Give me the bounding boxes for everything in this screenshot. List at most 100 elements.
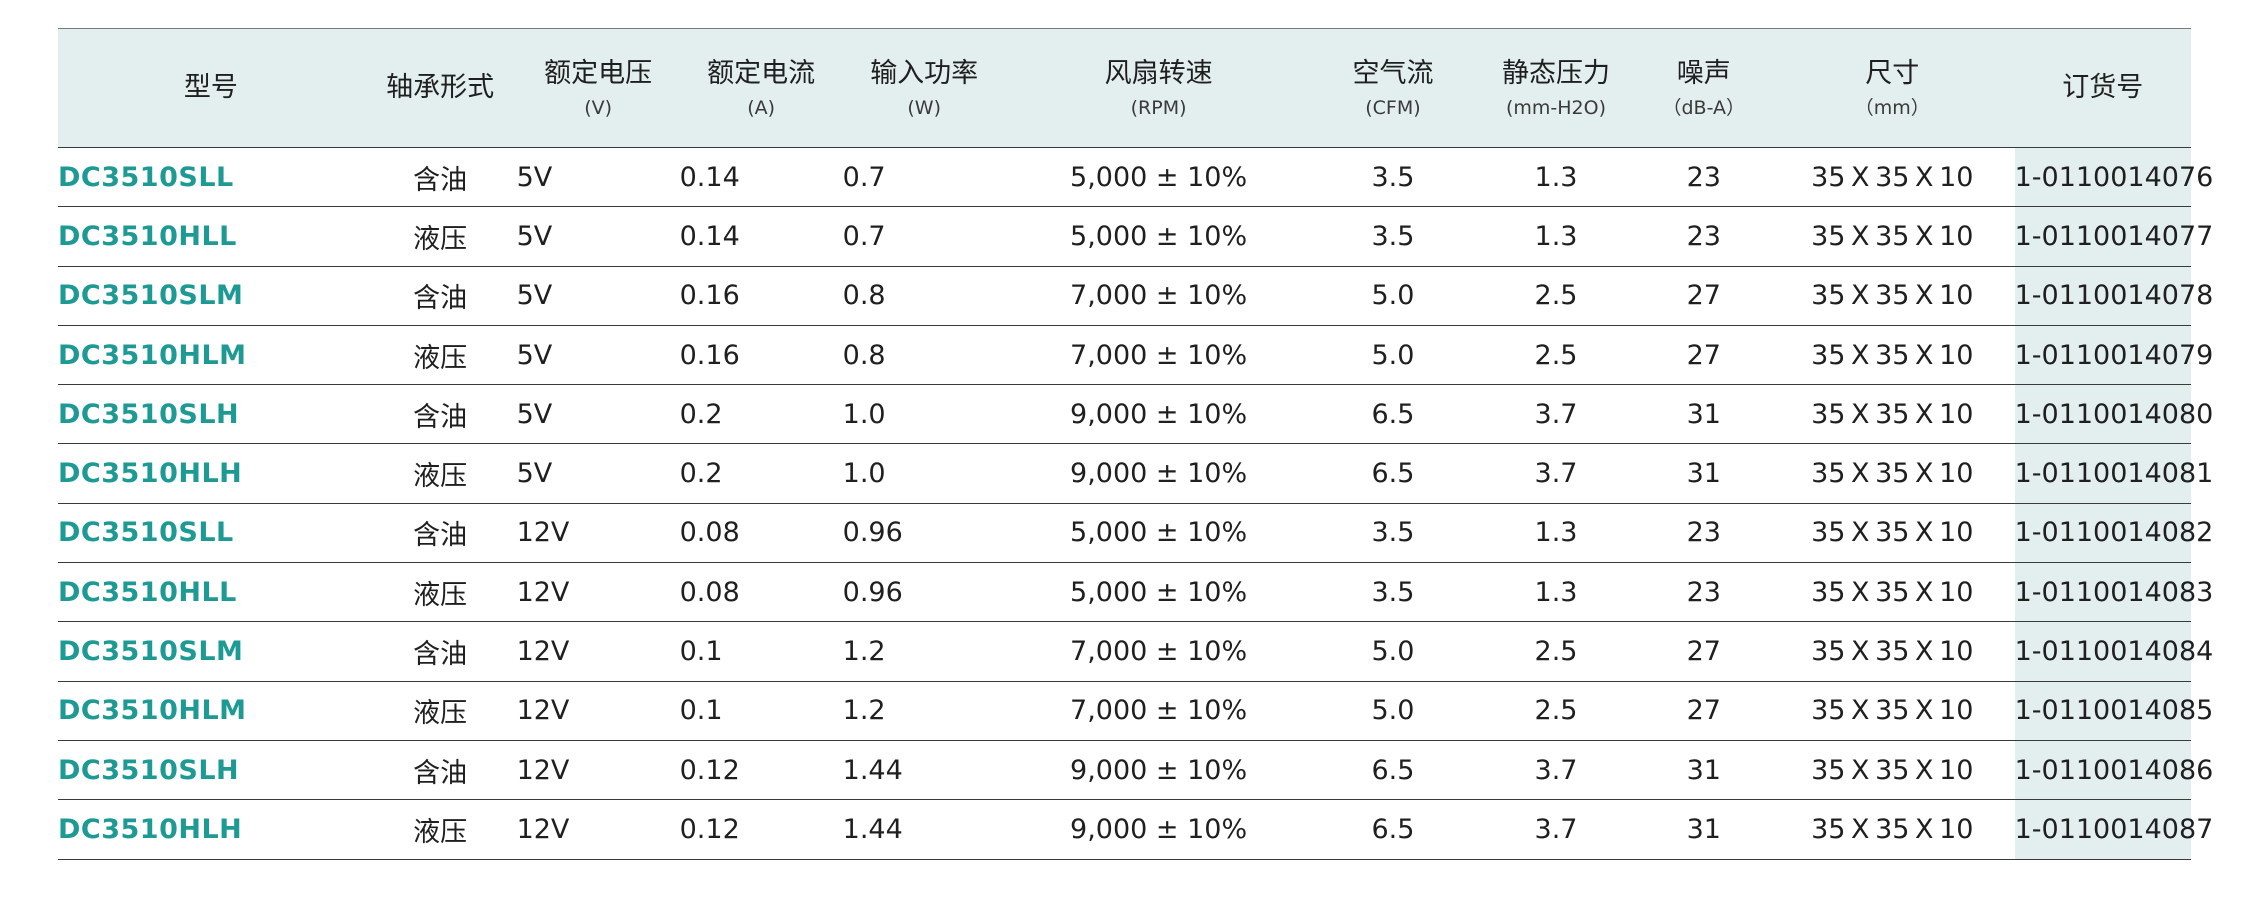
rated-voltage-cell: 5V <box>516 147 680 208</box>
input-power-cell: 0.8 <box>842 266 1006 326</box>
header-title: 输入功率 <box>870 57 979 89</box>
order-number-cell: 1-0110014086 <box>2014 740 2213 801</box>
dimensions-cell: 35 X 35 X 10 <box>1770 799 2015 860</box>
rated-voltage-cell: 12V <box>516 681 680 741</box>
airflow-cell: 5.0 <box>1311 266 1475 326</box>
table-row: DC3510SLH 含油 12V 0.12 1.44 9,000 ± 10% 6.5 3.7 3… <box>58 740 2213 801</box>
fan-speed-cell: 9,000 ± 10% <box>1005 443 1312 504</box>
model-cell: DC3510SLH <box>58 740 364 801</box>
noise-cell: 27 <box>1637 325 1771 386</box>
model-cell: DC3510SLL <box>58 147 364 208</box>
rated-voltage-cell: 5V <box>516 443 680 504</box>
fan-speed-cell: 5,000 ± 10% <box>1005 562 1312 623</box>
rated-current-cell: 0.16 <box>679 266 843 326</box>
noise-cell: 27 <box>1637 681 1771 741</box>
noise-cell: 31 <box>1637 799 1771 860</box>
bearing-type-cell: 含油 <box>363 384 517 445</box>
order-number-cell: 1-0110014079 <box>2014 325 2213 386</box>
model-cell: DC3510HLH <box>58 799 364 860</box>
bearing-type-cell: 液压 <box>363 443 517 504</box>
static-pressure-cell: 3.7 <box>1474 443 1638 504</box>
order-number-cell: 1-0110014080 <box>2014 384 2213 445</box>
header-airflow: 空气流 (CFM) <box>1311 28 1475 148</box>
dimensions-cell: 35 X 35 X 10 <box>1770 147 2015 208</box>
header-unit: (A) <box>747 96 776 119</box>
static-pressure-cell: 3.7 <box>1474 740 1638 801</box>
dimensions-cell: 35 X 35 X 10 <box>1770 681 2015 741</box>
fan-speed-cell: 7,000 ± 10% <box>1005 325 1312 386</box>
bearing-type-cell: 含油 <box>363 266 517 326</box>
header-unit: (CFM) <box>1365 96 1421 119</box>
header-row: 型号 轴承形式 额定电压 (V) 额定电流 (A) 输入功率 (W) 风扇转速 (RPM… <box>58 28 2191 148</box>
model-cell: DC3510HLL <box>58 206 364 267</box>
order-number-cell: 1-0110014087 <box>2014 799 2213 860</box>
order-number-cell: 1-0110014084 <box>2014 621 2213 682</box>
input-power-cell: 1.2 <box>842 681 1006 741</box>
model-cell: DC3510SLL <box>58 503 364 564</box>
rated-voltage-cell: 12V <box>516 562 680 623</box>
fan-speed-cell: 9,000 ± 10% <box>1005 384 1312 445</box>
fan-speed-cell: 7,000 ± 10% <box>1005 266 1312 326</box>
header-title: 额定电压 <box>544 57 653 89</box>
static-pressure-cell: 2.5 <box>1474 621 1638 682</box>
header-noise: 噪声 （dB-A） <box>1637 28 1771 148</box>
fan-speed-cell: 5,000 ± 10% <box>1005 206 1312 267</box>
table-header: 型号 轴承形式 额定电压 (V) 额定电流 (A) 输入功率 (W) 风扇转速 (RPM… <box>58 28 2191 148</box>
order-number-cell: 1-0110014082 <box>2014 503 2213 564</box>
static-pressure-cell: 2.5 <box>1474 681 1638 741</box>
table-row: DC3510HLM 液压 5V 0.16 0.8 7,000 ± 10% 5.0 2.5 27 3… <box>58 325 2213 386</box>
model-cell: DC3510HLM <box>58 325 364 386</box>
table-row: DC3510HLL 液压 12V 0.08 0.96 5,000 ± 10% 3.5 1.3 2… <box>58 562 2213 623</box>
fan-speed-cell: 9,000 ± 10% <box>1005 799 1312 860</box>
rated-voltage-cell: 5V <box>516 384 680 445</box>
noise-cell: 31 <box>1637 384 1771 445</box>
airflow-cell: 3.5 <box>1311 147 1475 208</box>
header-title: 订货号 <box>2062 72 2144 103</box>
rated-current-cell: 0.1 <box>679 621 843 682</box>
rated-current-cell: 0.2 <box>679 443 843 504</box>
airflow-cell: 6.5 <box>1311 384 1475 445</box>
rated-current-cell: 0.12 <box>679 799 843 860</box>
table-body: DC3510SLL 含油 5V 0.14 0.7 5,000 ± 10% 3.5 1.3 23 3… <box>58 147 2213 860</box>
rated-current-cell: 0.1 <box>679 681 843 741</box>
header-title: 风扇转速 <box>1104 57 1213 89</box>
header-title: 轴承形式 <box>386 72 495 103</box>
header-static-pressure: 静态压力 (mm-H2O) <box>1474 28 1638 148</box>
static-pressure-cell: 1.3 <box>1474 147 1638 208</box>
rated-current-cell: 0.08 <box>679 503 843 564</box>
noise-cell: 23 <box>1637 206 1771 267</box>
order-number-cell: 1-0110014078 <box>2014 266 2213 326</box>
table-row: DC3510HLH 液压 12V 0.12 1.44 9,000 ± 10% 6.5 3.7 3… <box>58 799 2213 860</box>
header-dimensions: 尺寸 （mm） <box>1770 28 2015 148</box>
input-power-cell: 0.8 <box>842 325 1006 386</box>
noise-cell: 31 <box>1637 443 1771 504</box>
fan-spec-table: 型号 轴承形式 额定电压 (V) 额定电流 (A) 输入功率 (W) 风扇转速 (RPM… <box>58 28 2213 860</box>
model-cell: DC3510HLL <box>58 562 364 623</box>
header-unit: (RPM) <box>1130 96 1187 119</box>
rated-voltage-cell: 12V <box>516 740 680 801</box>
static-pressure-cell: 2.5 <box>1474 325 1638 386</box>
rated-voltage-cell: 5V <box>516 325 680 386</box>
rated-current-cell: 0.2 <box>679 384 843 445</box>
header-title: 噪声 <box>1676 57 1731 89</box>
header-title: 静态压力 <box>1502 57 1610 89</box>
noise-cell: 23 <box>1637 147 1771 208</box>
dimensions-cell: 35 X 35 X 10 <box>1770 384 2015 445</box>
input-power-cell: 1.44 <box>842 799 1006 860</box>
rated-voltage-cell: 5V <box>516 206 680 267</box>
noise-cell: 27 <box>1637 266 1771 326</box>
table-row: DC3510SLL 含油 12V 0.08 0.96 5,000 ± 10% 3.5 1.3 2… <box>58 503 2213 564</box>
header-unit: (mm-H2O) <box>1505 96 1607 119</box>
input-power-cell: 1.2 <box>842 621 1006 682</box>
bearing-type-cell: 液压 <box>363 562 517 623</box>
static-pressure-cell: 3.7 <box>1474 799 1638 860</box>
table-row: DC3510SLH 含油 5V 0.2 1.0 9,000 ± 10% 6.5 3.7 31 35… <box>58 384 2213 445</box>
header-unit: (V) <box>584 96 613 119</box>
bearing-type-cell: 含油 <box>363 147 517 208</box>
static-pressure-cell: 3.7 <box>1474 384 1638 445</box>
fan-speed-cell: 7,000 ± 10% <box>1005 621 1312 682</box>
dimensions-cell: 35 X 35 X 10 <box>1770 740 2015 801</box>
fan-speed-cell: 5,000 ± 10% <box>1005 503 1312 564</box>
airflow-cell: 3.5 <box>1311 503 1475 564</box>
table-row: DC3510SLL 含油 5V 0.14 0.7 5,000 ± 10% 3.5 1.3 23 3… <box>58 147 2213 208</box>
